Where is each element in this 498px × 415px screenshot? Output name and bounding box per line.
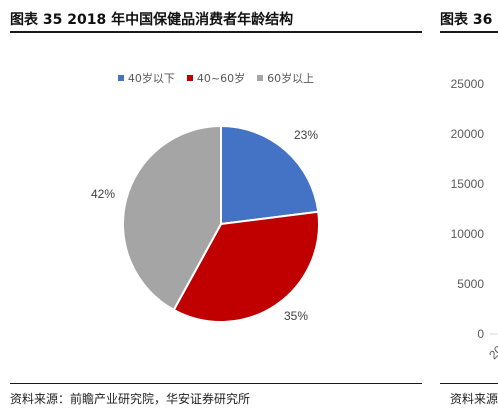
legend-item-under-40: 40岁以下 <box>117 70 175 86</box>
title-rule <box>10 31 422 33</box>
footer-rule <box>10 383 422 384</box>
legend-swatch <box>257 75 264 81</box>
y-tick-label: 0 <box>477 327 484 341</box>
legend-label: 60岁以上 <box>267 72 315 85</box>
pie-chart: 23% 35% 42% <box>91 124 320 323</box>
pie-slice <box>172 210 320 323</box>
y-tick-label: 25000 <box>451 77 485 91</box>
legend-swatch <box>186 75 193 81</box>
footer-rule-right <box>440 383 498 384</box>
y-tick-label: 10000 <box>451 227 485 241</box>
pie-data-label: 35% <box>284 309 308 323</box>
y-tick-label: 20000 <box>451 127 485 141</box>
pie-data-label: 23% <box>294 128 318 142</box>
y-tick-label: 15000 <box>451 177 485 191</box>
title-rule-right <box>440 31 498 33</box>
x-tick-label: 200 <box>486 338 498 362</box>
legend-label: 40~60岁 <box>196 72 246 85</box>
next-chart-title: 图表 36 <box>440 12 493 28</box>
source-note: 资料来源：前瞻产业研究院，华安证券研究所 <box>10 392 251 406</box>
chart-title: 图表 35 2018 年中国保健品消费者年龄结构 <box>10 12 294 28</box>
legend-item-40-60: 40~60岁 <box>186 70 246 86</box>
pie-legend: 40岁以下 40~60岁 60岁以上 <box>0 70 432 86</box>
pie-data-label: 42% <box>91 187 115 201</box>
pie-slice <box>122 124 222 312</box>
pie-slice <box>220 124 320 226</box>
legend-label: 40岁以下 <box>127 72 175 85</box>
source-note-right: 资料来源： <box>450 392 498 406</box>
legend-swatch <box>117 75 124 81</box>
y-tick-label: 5000 <box>457 277 484 291</box>
legend-item-over-60: 60岁以上 <box>257 70 314 86</box>
